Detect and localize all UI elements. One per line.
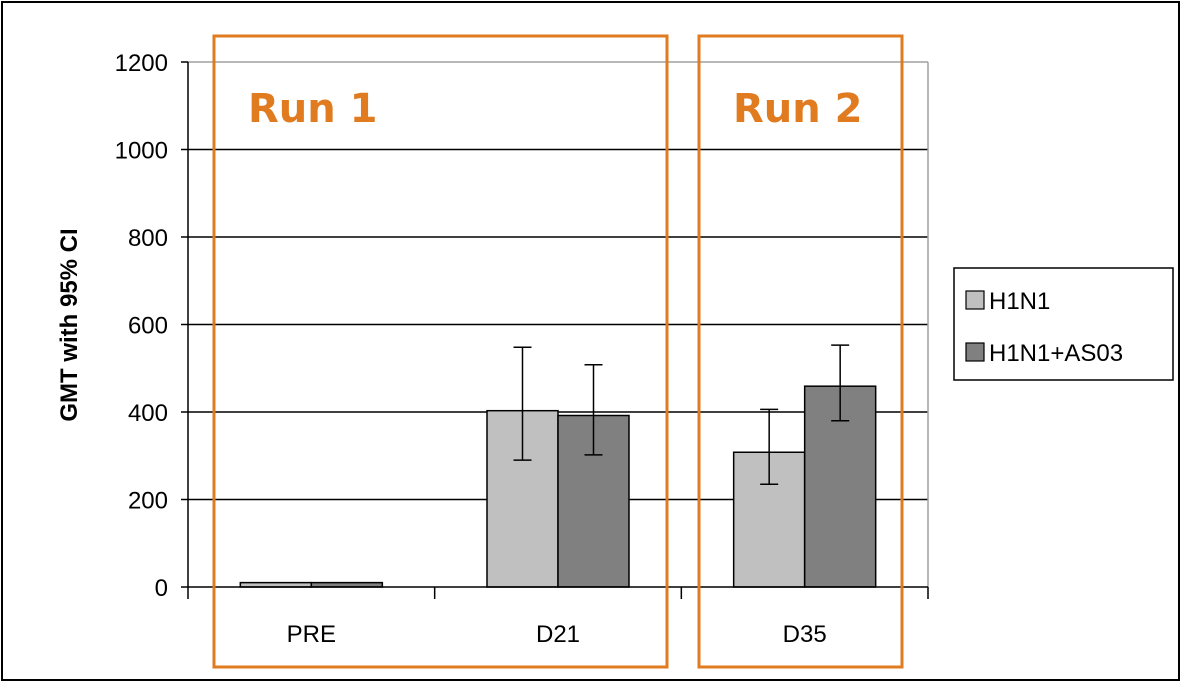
tick-labels: 0 200 400 600 800 1000 1200 PRE D21 D35 <box>115 50 827 648</box>
x-tick-label: D35 <box>783 621 827 648</box>
x-tick-label: PRE <box>287 621 336 648</box>
legend-label: H1N1 <box>989 288 1050 315</box>
y-tick-label: 400 <box>128 400 168 427</box>
x-tick-label: D21 <box>536 621 580 648</box>
y-tick-label: 600 <box>128 313 168 340</box>
y-axis-title: GMT with 95% CI <box>56 228 83 421</box>
legend-box <box>953 267 1174 381</box>
run-box <box>212 34 669 669</box>
y-tick-label: 1000 <box>115 138 168 165</box>
run-label: Run 1 <box>248 86 378 132</box>
legend-swatch <box>965 342 985 362</box>
legend: H1N1 H1N1+AS03 <box>953 267 1174 381</box>
legend-label: H1N1+AS03 <box>989 340 1123 367</box>
bars <box>239 344 877 588</box>
run-label: Run 2 <box>733 86 863 132</box>
run-annotations: Run 1 Run 2 <box>212 34 904 669</box>
y-tick-label: 800 <box>128 225 168 252</box>
axes <box>181 61 929 599</box>
run-box <box>697 34 904 669</box>
y-tick-label: 0 <box>155 575 168 602</box>
legend-swatch <box>965 290 985 310</box>
y-tick-label: 1200 <box>115 50 168 77</box>
y-tick-label: 200 <box>128 488 168 515</box>
